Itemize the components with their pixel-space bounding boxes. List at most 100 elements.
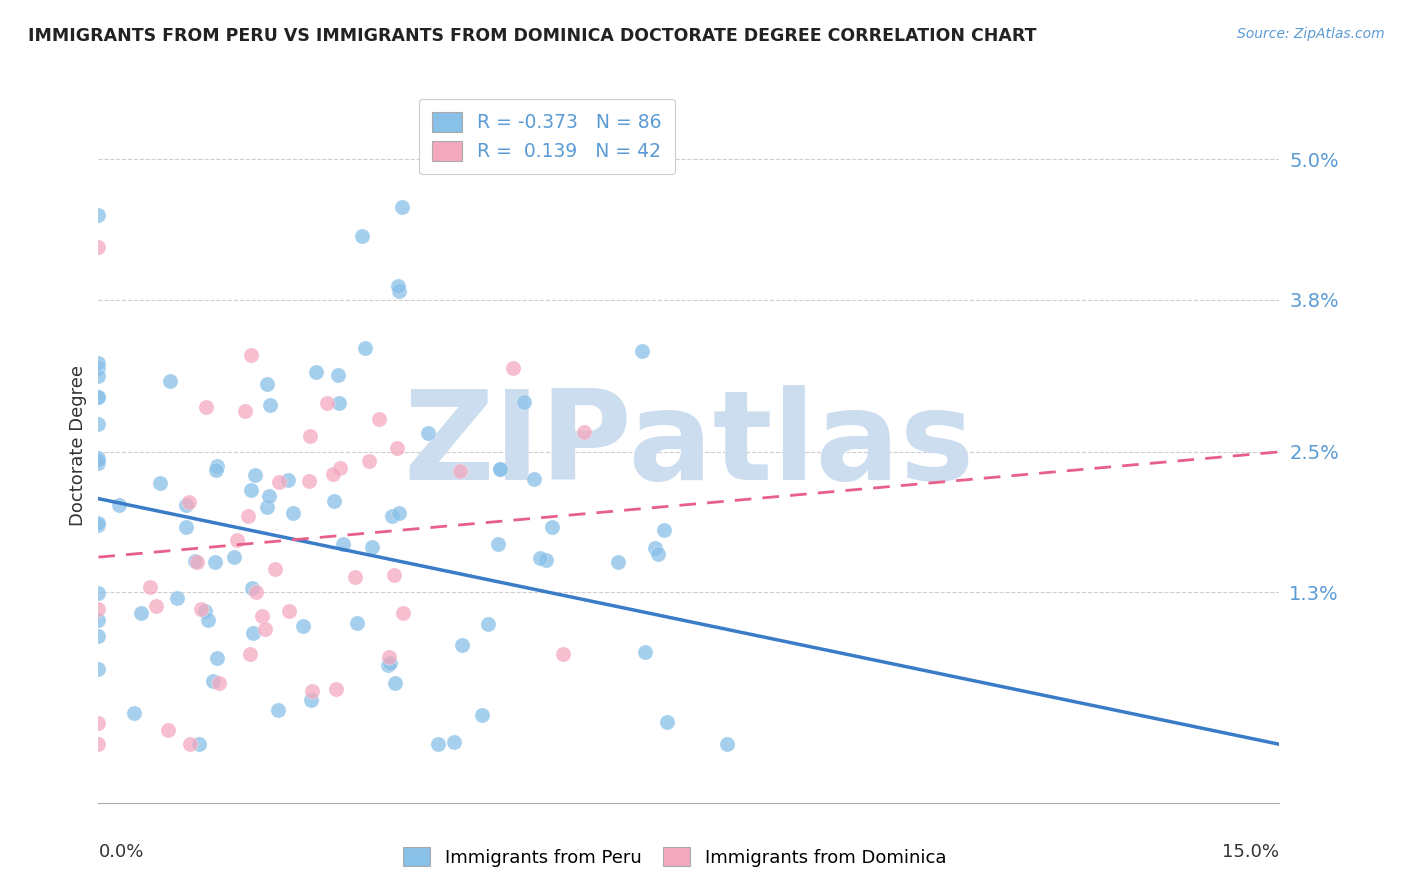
Point bbox=[87, 457, 110, 471]
Point bbox=[322, 494, 344, 508]
Legend: R = -0.373   N = 86, R =  0.139   N = 42: R = -0.373 N = 86, R = 0.139 N = 42 bbox=[419, 99, 675, 174]
Point bbox=[328, 396, 350, 410]
Point bbox=[277, 473, 299, 487]
Point bbox=[233, 404, 256, 418]
Point bbox=[87, 716, 110, 731]
Point bbox=[316, 395, 339, 409]
Point bbox=[202, 674, 225, 689]
Point bbox=[87, 360, 110, 375]
Point bbox=[655, 715, 678, 730]
Point bbox=[240, 348, 263, 362]
Point bbox=[269, 475, 291, 490]
Point bbox=[298, 475, 321, 489]
Point bbox=[259, 398, 281, 412]
Point bbox=[361, 540, 384, 554]
Point bbox=[205, 458, 228, 473]
Point bbox=[354, 341, 377, 355]
Point bbox=[384, 676, 406, 690]
Point bbox=[245, 584, 267, 599]
Point bbox=[332, 537, 354, 551]
Point bbox=[631, 343, 654, 358]
Text: Source: ZipAtlas.com: Source: ZipAtlas.com bbox=[1237, 27, 1385, 41]
Point bbox=[489, 462, 512, 476]
Point bbox=[489, 462, 512, 476]
Point bbox=[299, 693, 322, 707]
Point bbox=[298, 428, 321, 442]
Point bbox=[190, 602, 212, 616]
Point bbox=[239, 647, 262, 661]
Point bbox=[186, 555, 208, 569]
Point bbox=[367, 412, 389, 426]
Point bbox=[647, 547, 669, 561]
Point bbox=[87, 356, 110, 370]
Point bbox=[207, 650, 229, 665]
Point bbox=[449, 465, 471, 479]
Point bbox=[257, 489, 280, 503]
Y-axis label: Doctorate Degree: Doctorate Degree bbox=[69, 366, 87, 526]
Point bbox=[541, 520, 564, 534]
Point bbox=[87, 737, 110, 751]
Point bbox=[256, 376, 278, 391]
Point bbox=[195, 400, 218, 414]
Point bbox=[391, 201, 413, 215]
Point bbox=[652, 523, 675, 537]
Point bbox=[277, 604, 299, 618]
Point bbox=[292, 618, 315, 632]
Point bbox=[352, 228, 374, 243]
Point bbox=[87, 517, 110, 532]
Point bbox=[329, 460, 352, 475]
Point bbox=[176, 520, 198, 534]
Point bbox=[486, 537, 509, 551]
Point bbox=[149, 476, 172, 491]
Point bbox=[87, 451, 110, 466]
Point bbox=[716, 737, 738, 751]
Text: 15.0%: 15.0% bbox=[1222, 843, 1279, 861]
Point bbox=[450, 638, 472, 652]
Point bbox=[418, 425, 440, 440]
Point bbox=[377, 649, 399, 664]
Point bbox=[326, 368, 349, 383]
Point bbox=[301, 683, 323, 698]
Point bbox=[392, 606, 415, 620]
Point bbox=[156, 723, 179, 737]
Point bbox=[357, 454, 380, 468]
Point bbox=[87, 390, 110, 404]
Point bbox=[139, 580, 162, 594]
Point bbox=[443, 735, 465, 749]
Point bbox=[236, 508, 259, 523]
Point bbox=[574, 425, 596, 439]
Text: IMMIGRANTS FROM PERU VS IMMIGRANTS FROM DOMINICA DOCTORATE DEGREE CORRELATION CH: IMMIGRANTS FROM PERU VS IMMIGRANTS FROM … bbox=[28, 27, 1036, 45]
Point bbox=[529, 550, 551, 565]
Point bbox=[250, 608, 273, 623]
Point bbox=[166, 591, 188, 605]
Point bbox=[87, 417, 110, 431]
Point bbox=[534, 553, 557, 567]
Text: ZIPatlas: ZIPatlas bbox=[404, 385, 974, 507]
Point bbox=[159, 374, 181, 388]
Point bbox=[87, 602, 110, 616]
Point bbox=[87, 240, 110, 254]
Point bbox=[344, 570, 367, 584]
Point bbox=[477, 616, 499, 631]
Point bbox=[242, 581, 264, 595]
Point bbox=[513, 395, 536, 409]
Point bbox=[239, 483, 262, 497]
Point bbox=[145, 599, 167, 614]
Point bbox=[385, 441, 408, 455]
Point bbox=[553, 647, 575, 661]
Point bbox=[502, 360, 524, 375]
Point bbox=[87, 208, 110, 222]
Point bbox=[129, 607, 152, 621]
Point bbox=[644, 541, 666, 555]
Point bbox=[187, 737, 209, 751]
Point bbox=[382, 568, 405, 582]
Point bbox=[107, 498, 129, 512]
Point bbox=[122, 706, 145, 720]
Point bbox=[387, 284, 409, 298]
Point bbox=[346, 616, 368, 631]
Point bbox=[205, 463, 228, 477]
Point bbox=[254, 622, 277, 636]
Point bbox=[87, 368, 110, 383]
Legend: Immigrants from Peru, Immigrants from Dominica: Immigrants from Peru, Immigrants from Do… bbox=[396, 840, 953, 874]
Point bbox=[523, 472, 546, 486]
